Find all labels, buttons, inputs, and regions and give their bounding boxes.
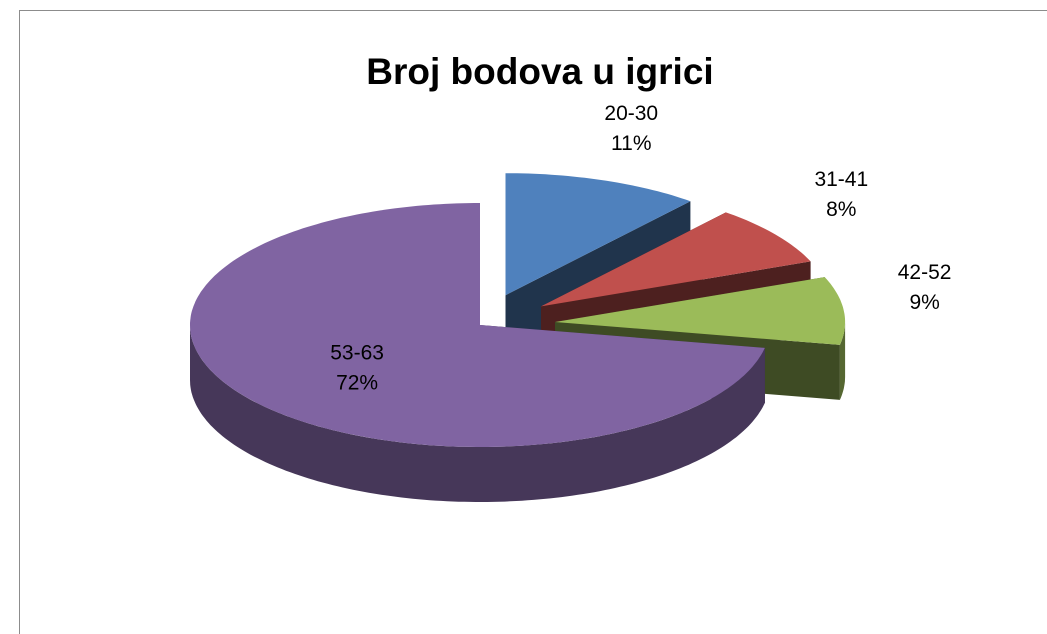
data-label-value: 9% [909, 291, 939, 314]
data-label-category: 53-63 [330, 341, 384, 364]
data-label-value: 8% [826, 198, 856, 221]
data-label-category: 42-52 [898, 261, 952, 284]
chart-frame [19, 10, 1047, 634]
pie-slice [505, 173, 691, 296]
pie-slice [555, 277, 846, 345]
pie-slice [190, 203, 765, 447]
pie-slice [541, 212, 811, 307]
data-label-value: 72% [336, 371, 378, 394]
data-label-category: 31-41 [814, 168, 868, 191]
data-label-category: 20-30 [604, 102, 658, 125]
slice-side [839, 322, 846, 400]
data-label-value: 11% [611, 132, 651, 155]
slice-side [190, 325, 765, 502]
chart-title: Broj bodova u igrici [366, 51, 713, 92]
